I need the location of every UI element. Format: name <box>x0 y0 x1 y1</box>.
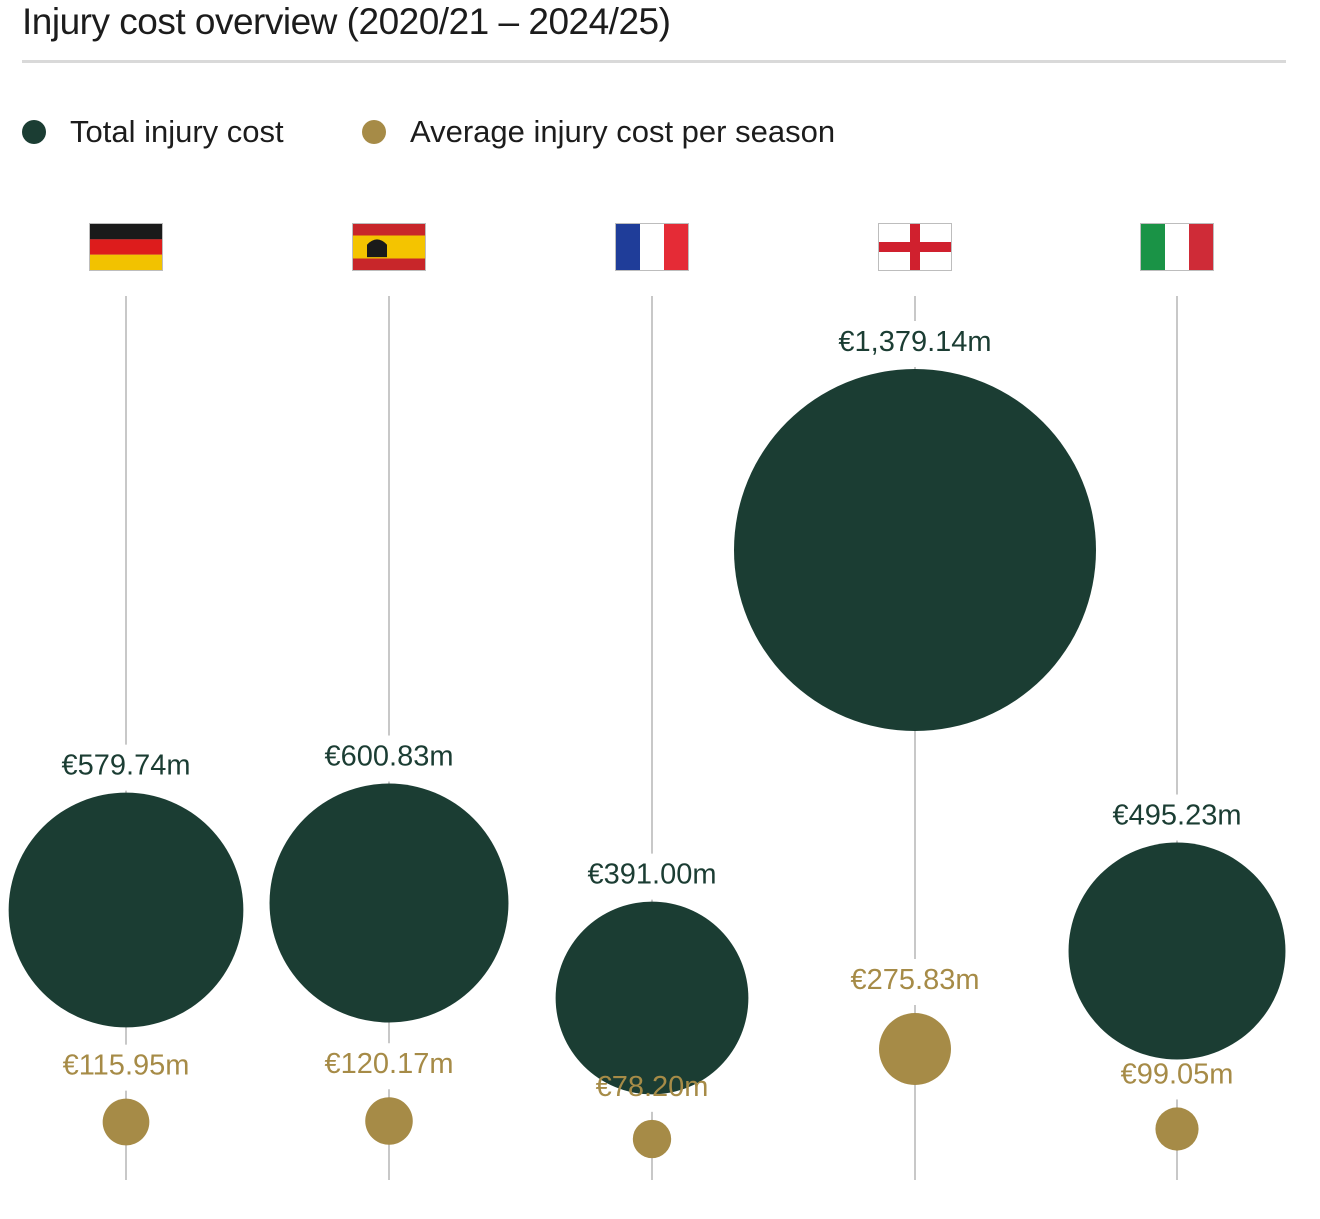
label-mask <box>294 1043 484 1090</box>
legend-dot-average-icon <box>362 120 386 144</box>
country-column-germany: €579.74m €115.95m <box>8 223 244 1180</box>
legend-dot-total-icon <box>22 120 46 144</box>
average-value-label: €120.17m <box>325 1048 454 1080</box>
average-value-label: €99.05m <box>1121 1058 1234 1090</box>
total-bubble <box>1068 842 1286 1060</box>
label-mask <box>820 959 1010 1005</box>
flag-cross <box>879 242 951 252</box>
legend-label-average: Average injury cost per season <box>410 114 836 149</box>
total-value-label: €579.74m <box>62 750 191 782</box>
average-bubble <box>879 1013 951 1085</box>
flag-stripe <box>90 224 162 240</box>
flag-emblem <box>367 239 387 258</box>
flag-stripe <box>90 239 162 255</box>
average-bubble <box>632 1119 672 1159</box>
label-mask <box>1082 794 1272 841</box>
country-column-italy: €495.23m €99.05m <box>1068 223 1286 1180</box>
italy-flag-icon <box>1140 223 1214 271</box>
total-value-label: €1,379.14m <box>838 326 991 358</box>
average-value-label: €78.20m <box>596 1071 709 1103</box>
germany-flag-icon <box>89 223 163 271</box>
flag-stripe <box>1189 224 1213 270</box>
legend-label-total: Total injury cost <box>70 114 284 149</box>
label-mask <box>294 735 484 782</box>
total-bubble <box>8 792 244 1028</box>
total-value-label: €391.00m <box>588 859 717 891</box>
flag-stripe <box>664 224 688 270</box>
country-column-england: €1,379.14m €275.83m <box>734 223 1096 1180</box>
average-bubble <box>1155 1107 1199 1151</box>
total-value-label: €495.23m <box>1113 800 1242 832</box>
country-column-spain: €600.83m €120.17m <box>269 223 509 1180</box>
spain-flag-icon <box>352 223 426 271</box>
total-bubble <box>734 369 1096 731</box>
average-value-label: €275.83m <box>851 964 980 996</box>
total-bubble <box>269 783 509 1023</box>
flag-stripe <box>353 235 425 259</box>
label-mask <box>1082 1053 1272 1100</box>
title-divider <box>22 60 1286 63</box>
chart-title: Injury cost overview (2020/21 – 2024/25) <box>22 1 671 42</box>
flag-stripe <box>90 254 162 270</box>
average-value-label: €115.95m <box>63 1050 190 1082</box>
flag-stripe <box>616 224 640 270</box>
france-flag-icon <box>615 223 689 271</box>
average-bubble <box>365 1097 413 1145</box>
label-mask <box>557 853 747 900</box>
label-mask <box>31 744 221 791</box>
total-bubble <box>555 901 749 1095</box>
average-bubble <box>102 1098 150 1146</box>
england-flag-icon <box>878 223 952 271</box>
label-mask <box>31 1044 221 1091</box>
flag-stripe <box>1141 224 1165 270</box>
flag-stripe <box>640 224 664 270</box>
label-mask <box>820 321 1010 367</box>
total-value-label: €600.83m <box>325 741 454 773</box>
country-column-france: €391.00m €78.20m <box>555 223 749 1180</box>
flag-stripe <box>1165 224 1189 270</box>
